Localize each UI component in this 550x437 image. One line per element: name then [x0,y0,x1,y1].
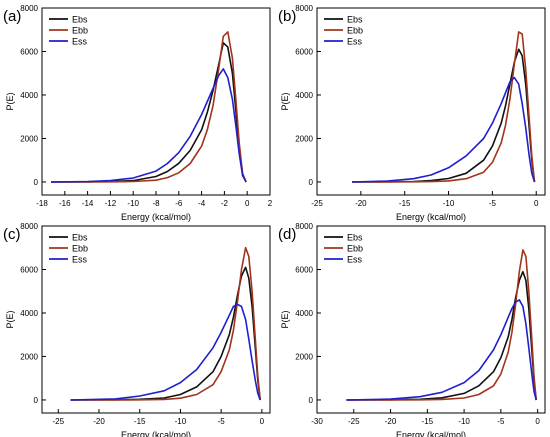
y-axis-label: P(E) [5,92,15,110]
series-line-ebs [346,270,537,401]
x-tick-label: -25 [53,417,65,426]
panel-2: (b) 0 2000 4000 6000 8000 -25 -20 -15 -10 -5 0 Energ… [278,4,546,222]
y-tick-label: 4000 [295,309,313,318]
series-line-ebb [70,246,261,401]
panel-label: (d) [278,226,296,243]
y-tick-label: 6000 [295,47,313,56]
legend-label-ess: Ess [347,255,363,265]
y-tick-label: 4000 [20,91,38,100]
series-line-ess [346,299,537,401]
plot-frame [41,225,271,414]
y-tick-label: 0 [34,178,39,187]
y-tick-label: 6000 [20,47,38,56]
x-tick-label: -10 [443,199,455,208]
x-tick-label: -18 [36,199,48,208]
y-axis-label: P(E) [5,310,15,328]
panel-3: (c) 0 2000 4000 6000 8000 -25 -20 -15 -10 -5 0 Energ… [3,222,271,437]
series-line-ebs [51,41,247,183]
x-tick-label: -30 [311,417,323,426]
x-tick-label: -5 [218,417,226,426]
plot-frame [316,225,546,414]
series-line-ess [352,76,536,183]
x-axis-label: Energy (kcal/mol) [121,430,191,437]
y-tick-label: 6000 [295,265,313,274]
series-line-ebs [352,48,536,183]
legend-label-ebs: Ebs [72,15,88,25]
x-tick-label: -5 [489,199,497,208]
y-tick-label: 0 [309,178,314,187]
x-tick-label: 0 [260,417,265,426]
x-tick-label: 0 [535,417,540,426]
legend-label-ess: Ess [72,255,88,265]
x-tick-label: -15 [422,417,434,426]
legend-label-ebb: Ebb [72,26,88,36]
legend-label-ebs: Ebs [347,233,363,243]
series-line-ess [70,303,261,401]
x-tick-label: -15 [399,199,411,208]
y-tick-label: 8000 [295,222,313,231]
x-tick-label: -15 [134,417,146,426]
x-tick-label: -5 [497,417,505,426]
y-tick-label: 2000 [20,134,38,143]
x-tick-label: -16 [59,199,71,208]
series-line-ebb [346,249,537,401]
panel-label: (c) [3,226,21,243]
panel-label: (b) [278,8,296,25]
series-line-ebs [70,266,261,401]
x-tick-label: 0 [534,199,539,208]
y-tick-label: 8000 [20,222,38,231]
series-line-ebb [352,31,536,183]
x-tick-label: 0 [245,199,250,208]
legend-label-ebb: Ebb [72,244,88,254]
y-axis-label: P(E) [280,92,290,110]
panel-1: (a) 0 2000 4000 6000 8000 -18 -16 -14 -12 -10 -8 -6 -… [3,4,273,222]
legend-label-ess: Ess [347,37,363,47]
legend-label-ebb: Ebb [347,244,363,254]
x-tick-label: -10 [127,199,139,208]
x-tick-label: -12 [105,199,117,208]
x-tick-label: -20 [93,417,105,426]
y-tick-label: 4000 [295,91,313,100]
panel-4: (d) 0 2000 4000 6000 8000 -30 -25 -20 -15 -10 -5 0 En… [278,222,546,437]
x-tick-label: -20 [355,199,367,208]
x-tick-label: -10 [458,417,470,426]
y-tick-label: 0 [34,396,39,405]
legend-label-ebb: Ebb [347,26,363,36]
series-line-ess [51,68,247,183]
y-tick-label: 2000 [295,134,313,143]
y-tick-label: 6000 [20,265,38,274]
y-tick-label: 8000 [20,4,38,13]
x-tick-label: -2 [221,199,229,208]
x-tick-label: -25 [348,417,360,426]
y-axis-label: P(E) [280,310,290,328]
x-axis-label: Energy (kcal/mol) [396,430,466,437]
plot-frame [316,7,546,196]
y-tick-label: 2000 [295,352,313,361]
legend-label-ebs: Ebs [347,15,363,25]
x-tick-label: -10 [175,417,187,426]
x-axis-label: Energy (kcal/mol) [121,212,191,222]
x-tick-label: -25 [311,199,323,208]
legend-label-ess: Ess [72,37,88,47]
y-tick-label: 8000 [295,4,313,13]
x-tick-label: -8 [152,199,160,208]
x-tick-label: 2 [268,199,273,208]
y-tick-label: 0 [309,396,314,405]
y-tick-label: 4000 [20,309,38,318]
x-tick-label: -14 [82,199,94,208]
x-tick-label: -20 [385,417,397,426]
panel-label: (a) [3,8,21,25]
y-tick-label: 2000 [20,352,38,361]
series-line-ebb [51,31,247,183]
x-axis-label: Energy (kcal/mol) [396,212,466,222]
x-tick-label: -4 [198,199,206,208]
legend-label-ebs: Ebs [72,233,88,243]
x-tick-label: -6 [175,199,183,208]
